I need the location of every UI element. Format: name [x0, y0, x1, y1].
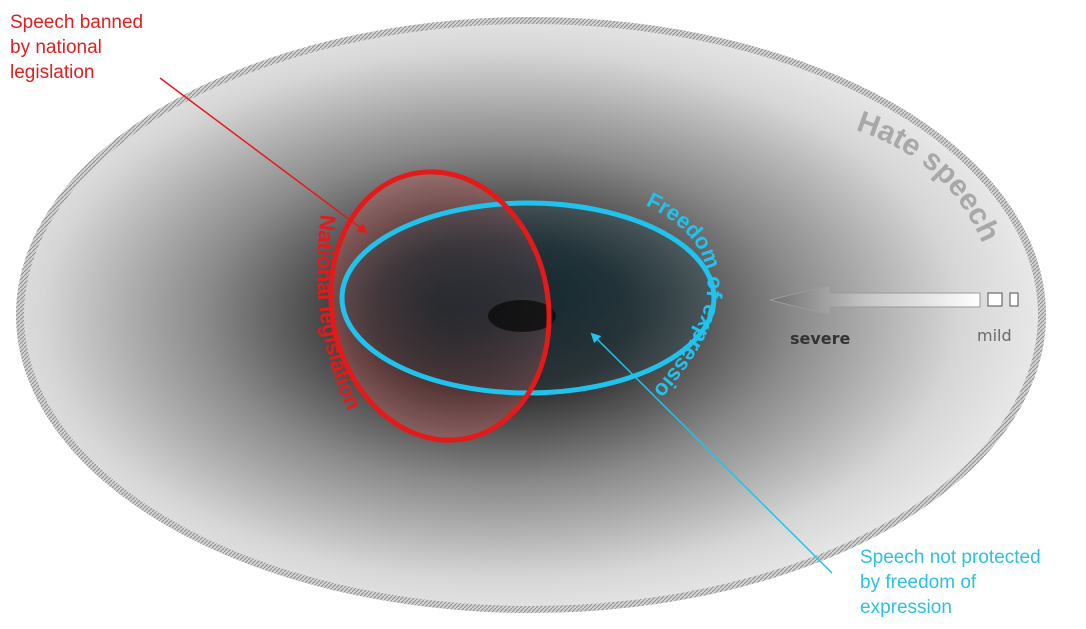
- national-legislation-ellipse: [328, 169, 552, 443]
- callout-line: legislation: [10, 62, 95, 83]
- speech-not-protected-callout: Speech not protected by freedom of expre…: [860, 545, 1041, 620]
- freedom-of-expression-fill: [342, 203, 714, 393]
- mild-label: mild: [977, 326, 1012, 345]
- severe-core: [488, 300, 556, 332]
- speech-banned-callout: Speech banned by national legislation: [10, 10, 143, 85]
- severity-arrow: [769, 284, 1019, 316]
- callout-line: Speech banned: [10, 12, 144, 33]
- not-protected-callout-line: [590, 332, 833, 574]
- severe-label: severe: [790, 329, 851, 348]
- banned-callout-line: [159, 77, 368, 234]
- callout-line: Speech not protected: [860, 547, 1041, 568]
- callout-line: by freedom of: [860, 572, 977, 593]
- callout-line: expression: [860, 597, 952, 618]
- callout-line: by national: [10, 37, 102, 58]
